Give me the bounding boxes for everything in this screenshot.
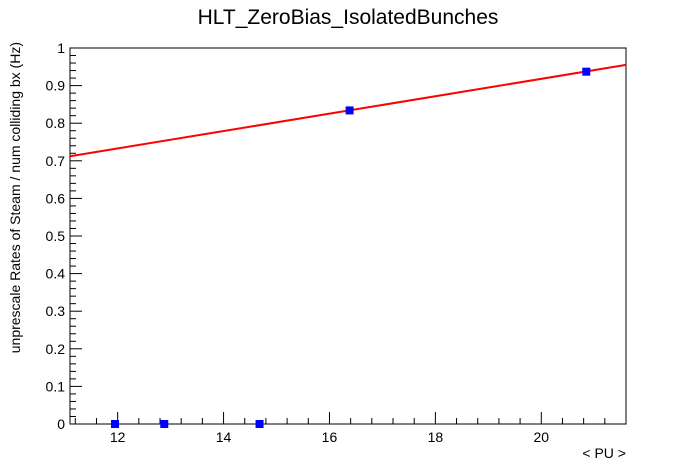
x-axis-ticks: 12 14 16 18 20 (74, 412, 627, 445)
data-point (160, 420, 169, 428)
y-tick-label: 0.3 (46, 303, 66, 319)
plot-frame (69, 47, 627, 425)
chart-title: HLT_ZeroBias_IsolatedBunches (198, 6, 499, 29)
x-axis-title: < PU > (582, 445, 626, 461)
x-tick-label: 12 (110, 429, 126, 445)
x-tick-label: 14 (216, 429, 232, 445)
y-tick-label: 0.7 (46, 153, 66, 169)
data-point (345, 106, 354, 115)
y-axis-ticks: 0 0.1 0.2 0.3 0.4 0.5 0.6 0.7 0.8 0.9 1 (46, 40, 82, 432)
y-axis-title: unprescale Rates of Steam / num collidin… (7, 42, 23, 353)
data-point (582, 67, 591, 76)
plot-series (69, 63, 627, 428)
y-tick-label: 0.8 (46, 115, 66, 131)
x-tick-label: 18 (428, 429, 444, 445)
y-tick-label: 0.5 (46, 228, 66, 244)
y-tick-label: 0.6 (46, 190, 66, 206)
data-point (111, 420, 120, 428)
x-tick-label: 20 (533, 429, 549, 445)
y-tick-label: 0.2 (46, 341, 66, 357)
y-tick-label: 0 (57, 416, 65, 432)
y-tick-label: 0.4 (46, 266, 66, 282)
y-tick-label: 1 (57, 40, 65, 56)
axes (69, 47, 627, 425)
y-tick-label: 0.9 (46, 78, 66, 94)
x-tick-label: 16 (322, 429, 338, 445)
y-tick-label: 0.1 (46, 378, 66, 394)
data-point (255, 420, 264, 428)
